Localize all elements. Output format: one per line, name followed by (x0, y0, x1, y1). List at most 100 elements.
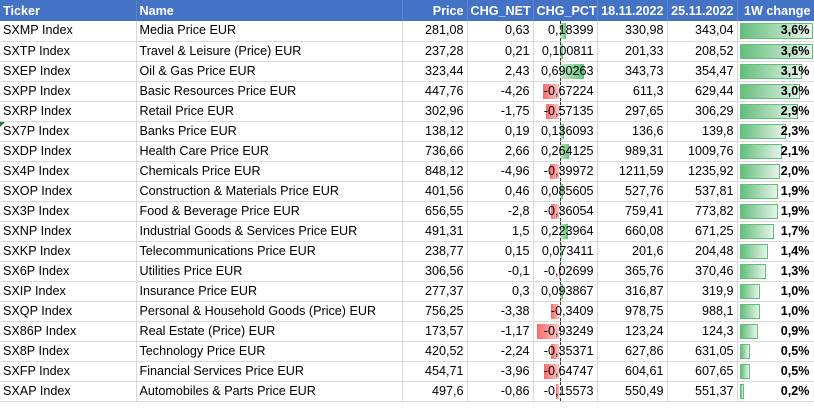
cell-chg-net[interactable]: -4,96 (467, 161, 534, 182)
cell-date-1[interactable]: 136,6 (597, 121, 668, 142)
cell-chg-pct[interactable]: -0,35371 (533, 341, 598, 362)
cell-chg-net[interactable]: 1,5 (467, 221, 534, 242)
cell-ticker[interactable]: SXKP Index (0, 241, 137, 262)
cell-chg-pct[interactable]: 0,085605 (533, 181, 598, 202)
cell-date-2[interactable]: 551,37 (667, 381, 738, 402)
cell-chg-net[interactable]: 2,66 (467, 141, 534, 162)
cell-name[interactable]: Travel & Leisure (Price) EUR (136, 41, 403, 62)
cell-chg-pct[interactable]: -0,39972 (533, 161, 598, 182)
header-name[interactable]: Name (136, 0, 403, 21)
cell-date-2[interactable]: 343,04 (667, 21, 738, 42)
cell-date-2[interactable]: 988,1 (667, 301, 738, 322)
cell-ticker[interactable]: SXPP Index (0, 81, 137, 102)
cell-price[interactable]: 237,28 (402, 41, 468, 62)
cell-chg-pct[interactable]: 0,136093 (533, 121, 598, 142)
cell-name[interactable]: Telecommunications Price EUR (136, 241, 403, 262)
cell-chg-pct[interactable]: 0,264125 (533, 141, 598, 162)
cell-1w-change[interactable]: 1,3% (737, 261, 814, 282)
cell-price[interactable]: 756,25 (402, 301, 468, 322)
cell-date-1[interactable]: 330,98 (597, 21, 668, 42)
cell-chg-net[interactable]: -2,24 (467, 341, 534, 362)
cell-chg-net[interactable]: -0,1 (467, 261, 534, 282)
cell-date-2[interactable]: 631,05 (667, 341, 738, 362)
cell-ticker[interactable]: SXIP Index (0, 281, 137, 302)
cell-ticker[interactable]: SXMP Index (0, 21, 137, 42)
cell-ticker[interactable]: SX86P Index (0, 321, 137, 342)
cell-chg-pct[interactable]: 0,18399 (533, 21, 598, 42)
cell-ticker[interactable]: SXRP Index (0, 101, 137, 122)
cell-chg-net[interactable]: -2,8 (467, 201, 534, 222)
cell-chg-net[interactable]: -1,17 (467, 321, 534, 342)
cell-chg-net[interactable]: -3,38 (467, 301, 534, 322)
cell-date-1[interactable]: 201,33 (597, 41, 668, 62)
cell-chg-pct[interactable]: -0,57135 (533, 101, 598, 122)
cell-price[interactable]: 138,12 (402, 121, 468, 142)
cell-chg-pct[interactable]: 0,690263 (533, 61, 598, 82)
cell-chg-net[interactable]: 0,19 (467, 121, 534, 142)
cell-name[interactable]: Retail Price EUR (136, 101, 403, 122)
cell-ticker[interactable]: SXTP Index (0, 41, 137, 62)
cell-date-1[interactable]: 604,61 (597, 361, 668, 382)
cell-price[interactable]: 238,77 (402, 241, 468, 262)
cell-date-1[interactable]: 201,6 (597, 241, 668, 262)
cell-chg-pct[interactable]: -0,02699 (533, 261, 598, 282)
cell-price[interactable]: 656,55 (402, 201, 468, 222)
cell-date-2[interactable]: 607,65 (667, 361, 738, 382)
cell-date-1[interactable]: 627,86 (597, 341, 668, 362)
cell-chg-pct[interactable]: 0,223964 (533, 221, 598, 242)
cell-name[interactable]: Real Estate (Price) EUR (136, 321, 403, 342)
header-chg-net[interactable]: CHG_NET (467, 0, 534, 21)
cell-price[interactable]: 306,56 (402, 261, 468, 282)
cell-price[interactable]: 454,71 (402, 361, 468, 382)
cell-chg-net[interactable]: 0,15 (467, 241, 534, 262)
cell-chg-net[interactable]: 2,43 (467, 61, 534, 82)
header-price[interactable]: Price (402, 0, 468, 21)
cell-chg-pct[interactable]: 0,100811 (533, 41, 598, 62)
cell-ticker[interactable]: SX8P Index (0, 341, 137, 362)
cell-1w-change[interactable]: 3,1% (737, 61, 814, 82)
header-date-1[interactable]: 18.11.2022 (597, 0, 668, 21)
cell-date-1[interactable]: 611,3 (597, 81, 668, 102)
cell-1w-change[interactable]: 0,2% (737, 381, 814, 402)
cell-date-2[interactable]: 773,82 (667, 201, 738, 222)
header-ticker[interactable]: Ticker (0, 0, 137, 21)
cell-ticker[interactable]: SXNP Index (0, 221, 137, 242)
cell-name[interactable]: Chemicals Price EUR (136, 161, 403, 182)
cell-price[interactable]: 173,57 (402, 321, 468, 342)
cell-chg-pct[interactable]: -0,64747 (533, 361, 598, 382)
cell-ticker[interactable]: SX7P Index (0, 121, 137, 142)
header-chg-pct[interactable]: CHG_PCT_ (533, 0, 598, 21)
cell-date-2[interactable]: 671,25 (667, 221, 738, 242)
cell-chg-net[interactable]: 0,21 (467, 41, 534, 62)
cell-date-1[interactable]: 316,87 (597, 281, 668, 302)
cell-1w-change[interactable]: 2,0% (737, 161, 814, 182)
cell-name[interactable]: Construction & Materials Price EUR (136, 181, 403, 202)
cell-ticker[interactable]: SX6P Index (0, 261, 137, 282)
cell-price[interactable]: 491,31 (402, 221, 468, 242)
cell-chg-pct[interactable]: 0,073411 (533, 241, 598, 262)
cell-name[interactable]: Financial Services Price EUR (136, 361, 403, 382)
cell-name[interactable]: Utilities Price EUR (136, 261, 403, 282)
cell-price[interactable]: 497,6 (402, 381, 468, 402)
cell-chg-pct[interactable]: -0,36054 (533, 201, 598, 222)
cell-date-2[interactable]: 537,81 (667, 181, 738, 202)
cell-date-2[interactable]: 306,29 (667, 101, 738, 122)
cell-date-1[interactable]: 123,24 (597, 321, 668, 342)
cell-price[interactable]: 302,96 (402, 101, 468, 122)
cell-date-2[interactable]: 124,3 (667, 321, 738, 342)
cell-price[interactable]: 447,76 (402, 81, 468, 102)
cell-1w-change[interactable]: 2,9% (737, 101, 814, 122)
cell-price[interactable]: 323,44 (402, 61, 468, 82)
cell-1w-change[interactable]: 3,6% (737, 41, 814, 62)
cell-name[interactable]: Technology Price EUR (136, 341, 403, 362)
cell-1w-change[interactable]: 1,4% (737, 241, 814, 262)
header-date-2[interactable]: 25.11.2022 (667, 0, 738, 21)
cell-price[interactable]: 277,37 (402, 281, 468, 302)
cell-price[interactable]: 736,66 (402, 141, 468, 162)
cell-chg-net[interactable]: -0,86 (467, 381, 534, 402)
cell-ticker[interactable]: SXQP Index (0, 301, 137, 322)
cell-chg-net[interactable]: 0,46 (467, 181, 534, 202)
cell-price[interactable]: 401,56 (402, 181, 468, 202)
cell-date-1[interactable]: 297,65 (597, 101, 668, 122)
cell-chg-net[interactable]: 0,63 (467, 21, 534, 42)
